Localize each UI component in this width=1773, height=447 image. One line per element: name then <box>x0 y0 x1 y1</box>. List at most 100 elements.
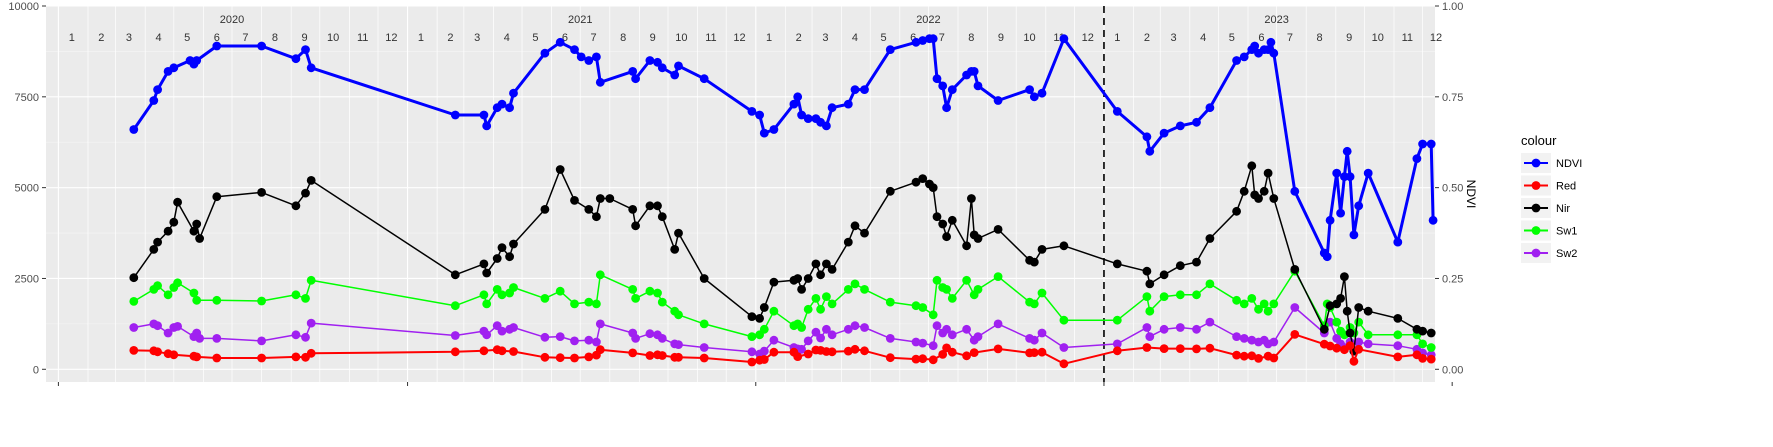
data-point-nir <box>938 219 948 229</box>
data-point-nir <box>918 174 928 184</box>
data-point-ndvi <box>1342 146 1352 156</box>
data-point-red <box>1192 344 1201 354</box>
data-point-ndvi <box>938 81 948 91</box>
series-red <box>129 330 1436 369</box>
data-point-ndvi <box>1205 103 1215 113</box>
data-point-sw2 <box>850 321 860 331</box>
data-point-nir <box>505 252 514 262</box>
data-point-nir <box>843 237 853 247</box>
series-sw2 <box>129 303 1436 360</box>
data-point-sw1 <box>540 294 550 303</box>
data-point-sw2 <box>843 324 853 334</box>
data-point-nir <box>932 212 942 222</box>
month-label: 6 <box>214 32 220 44</box>
month-label: 4 <box>852 32 858 44</box>
data-point-sw2 <box>555 332 565 341</box>
data-point-ndvi <box>1232 56 1241 65</box>
data-point-nir <box>540 205 550 214</box>
month-label: 6 <box>1258 32 1264 44</box>
data-point-sw2 <box>803 336 813 346</box>
data-point-sw2 <box>595 319 605 329</box>
data-point-ndvi <box>699 74 709 84</box>
data-point-ndvi <box>885 45 895 54</box>
data-point-sw2 <box>1142 323 1152 332</box>
data-point-nir <box>163 226 173 236</box>
data-point-nir <box>803 274 813 283</box>
data-point-nir <box>212 192 222 202</box>
data-point-nir <box>1340 272 1349 281</box>
data-point-sw2 <box>885 334 895 343</box>
data-point-red <box>969 348 979 357</box>
y2-tick-label: 0.75 <box>1442 92 1463 104</box>
data-point-nir <box>1290 265 1300 274</box>
data-point-red <box>479 346 489 356</box>
data-point-ndvi <box>769 125 779 134</box>
data-point-red <box>153 347 163 357</box>
legend-label-nir: Nir <box>1556 203 1570 215</box>
data-point-sw1 <box>291 290 301 300</box>
data-point-sw1 <box>674 310 683 320</box>
data-point-nir <box>816 270 825 280</box>
series-nir <box>129 161 1436 356</box>
data-point-ndvi <box>1393 237 1403 247</box>
data-point-nir <box>911 177 921 187</box>
data-point-red <box>555 353 565 363</box>
data-point-red <box>1239 351 1249 361</box>
data-point-ndvi <box>993 96 1003 105</box>
legend-title: colour <box>1521 133 1557 148</box>
data-point-ndvi <box>1145 146 1155 156</box>
data-point-ndvi <box>803 114 813 123</box>
data-point-sw2 <box>592 337 601 347</box>
y2-tick-label: 0.50 <box>1442 183 1463 195</box>
data-point-sw2 <box>1354 337 1364 347</box>
data-point-ndvi <box>628 67 638 76</box>
data-point-red <box>1332 343 1342 353</box>
data-point-red <box>450 347 460 357</box>
data-point-sw2 <box>497 326 507 336</box>
data-point-nir <box>173 197 183 207</box>
data-point-sw2 <box>962 324 971 334</box>
data-point-sw1 <box>843 285 853 294</box>
data-point-sw2 <box>153 321 163 331</box>
data-point-sw1 <box>645 286 655 296</box>
data-point-sw2 <box>1059 343 1069 352</box>
data-point-sw1 <box>1175 290 1185 300</box>
data-point-ndvi <box>932 74 942 84</box>
data-point-sw2 <box>1232 332 1241 341</box>
data-point-ndvi <box>540 48 550 58</box>
data-point-nir <box>1029 257 1039 267</box>
data-point-ndvi <box>1269 48 1279 58</box>
data-point-sw1 <box>1363 330 1373 340</box>
data-point-red <box>584 352 594 362</box>
legend-key-point <box>1531 158 1541 168</box>
data-point-sw1 <box>947 294 957 303</box>
data-point-ndvi <box>482 121 492 131</box>
data-point-nir <box>509 239 518 249</box>
data-point-nir <box>1145 279 1155 289</box>
legend-key-point <box>1531 203 1541 213</box>
data-point-ndvi <box>497 99 507 109</box>
month-label: 5 <box>1229 32 1235 44</box>
data-point-nir <box>860 228 869 238</box>
data-point-ndvi <box>860 85 869 94</box>
data-point-sw1 <box>885 297 895 307</box>
series-sw1 <box>129 266 1436 352</box>
legend-key-point <box>1531 248 1541 258</box>
month-label: 2 <box>796 32 802 44</box>
data-point-red <box>938 350 948 359</box>
y2-tick-label: 0.00 <box>1442 364 1463 376</box>
data-point-sw2 <box>1192 324 1201 334</box>
data-point-sw2 <box>827 330 837 340</box>
data-point-nir <box>169 217 179 227</box>
data-point-nir <box>189 226 199 236</box>
data-point-nir <box>1037 245 1047 254</box>
data-point-ndvi <box>1059 34 1069 44</box>
y2-tick-label: 0.25 <box>1442 273 1463 285</box>
data-point-nir <box>592 212 601 222</box>
month-label: 4 <box>504 32 510 44</box>
data-point-ndvi <box>1325 215 1335 225</box>
data-point-sw1 <box>153 281 163 291</box>
data-point-ndvi <box>291 54 301 64</box>
month-label: 11 <box>705 32 716 44</box>
month-label: 11 <box>1053 32 1064 44</box>
